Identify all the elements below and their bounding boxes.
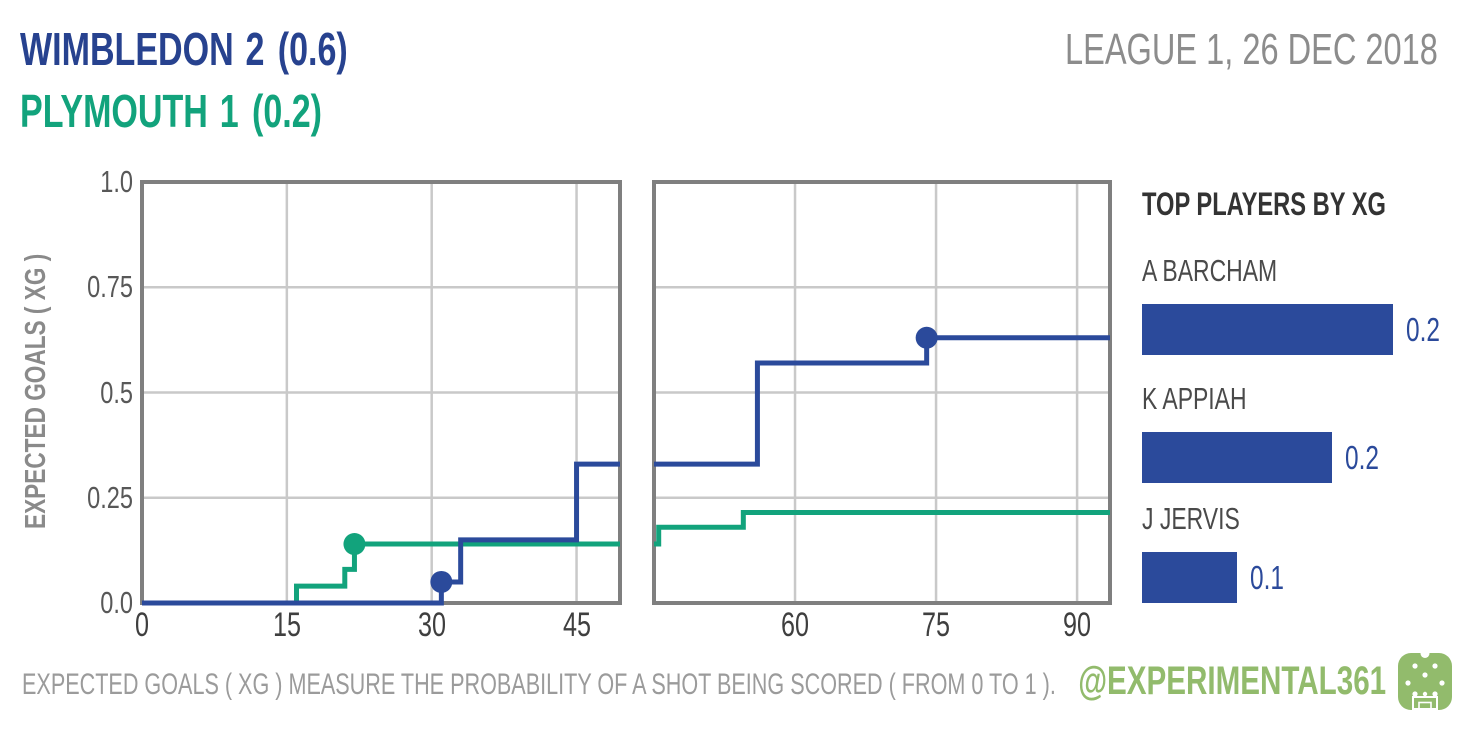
- player-name: A BARCHAM: [1142, 253, 1278, 288]
- x-tick-label: 60: [781, 606, 810, 644]
- y-tick-label: 0.25: [87, 479, 133, 515]
- away-team-xg: (0.2): [251, 85, 322, 137]
- xg-explainer-note: EXPECTED GOALS ( XG ) MEASURE THE PROBAB…: [22, 668, 1056, 701]
- y-tick-label: 0.0: [100, 585, 133, 620]
- player-name: K APPIAH: [1142, 381, 1247, 416]
- y-tick-label: 1.0: [100, 164, 133, 199]
- xg-step-line-plymouth-h1: [142, 541, 620, 606]
- player-row: K APPIAH 0.2: [1142, 382, 1460, 483]
- player-xg-bar: [1142, 552, 1237, 603]
- x-tick-label: 15: [272, 606, 301, 644]
- xg-step-line-wimbledon-h1: [142, 461, 620, 606]
- top-players-title: TOP PLAYERS BY XG: [1142, 186, 1386, 222]
- player-xg-bar: [1142, 432, 1332, 483]
- y-tick-label: 0.75: [87, 269, 133, 305]
- home-team-name: WIMBLEDON: [20, 23, 234, 75]
- home-team-line: WIMBLEDON 2 (0.6): [20, 26, 463, 72]
- panel-border: [652, 180, 1112, 605]
- player-xg-value: 0.2: [1345, 439, 1379, 476]
- goal-marker-wimbledon: [915, 326, 938, 349]
- x-tick-label: 30: [417, 606, 446, 644]
- competition-date-label: LEAGUE 1, 26 DEC 2018: [1065, 25, 1438, 74]
- player-row: J JERVIS 0.1: [1142, 502, 1460, 603]
- goal-marker-wimbledon: [430, 570, 453, 593]
- home-team-xg: (0.6): [277, 23, 348, 75]
- x-tick-label: 0: [134, 606, 150, 644]
- y-tick-label: 0.5: [100, 374, 133, 410]
- player-row: A BARCHAM 0.2: [1142, 254, 1460, 355]
- goal-marker-plymouth: [343, 533, 366, 556]
- player-xg-value: 0.2: [1406, 311, 1440, 348]
- xg-step-line-wimbledon-h2: [654, 335, 1110, 467]
- x-tick-label: 45: [562, 606, 591, 644]
- away-team-name: PLYMOUTH: [20, 85, 208, 137]
- player-xg-value: 0.1: [1250, 559, 1284, 596]
- xg-step-line-plymouth-h2: [654, 509, 1110, 547]
- x-tick-label: 90: [1063, 606, 1092, 644]
- away-team-score: 1: [219, 85, 239, 137]
- home-team-score: 2: [245, 23, 265, 75]
- twitter-handle: @EXPERIMENTAL361: [1078, 659, 1386, 703]
- credit: @EXPERIMENTAL361: [970, 650, 1454, 712]
- player-name: J JERVIS: [1142, 501, 1240, 536]
- away-team-line: PLYMOUTH 1 (0.2): [20, 88, 428, 134]
- player-xg-bar: [1142, 304, 1393, 355]
- half-football-pitch-icon: [1398, 650, 1452, 710]
- x-tick-label: 75: [922, 606, 951, 644]
